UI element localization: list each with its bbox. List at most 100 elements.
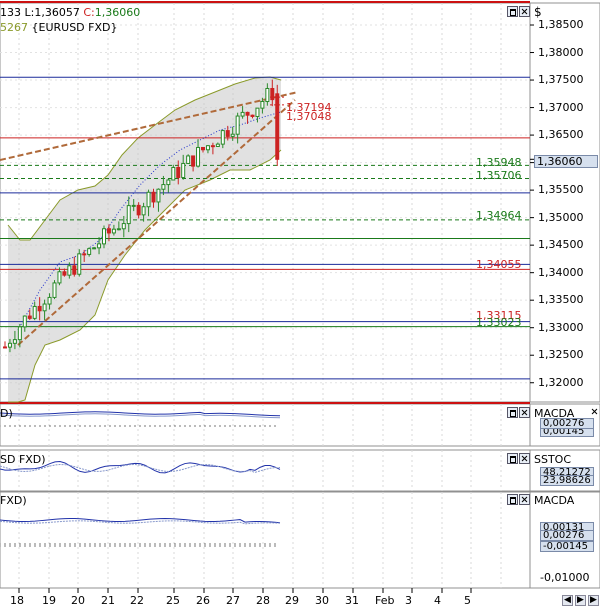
time-axis-label: 27 (226, 594, 240, 607)
maximize-icon[interactable] (507, 6, 518, 17)
time-axis-label: 31 (345, 594, 359, 607)
price-level-label: 1,37194 (286, 101, 332, 114)
candle-body (57, 271, 62, 284)
time-axis-label: 29 (285, 594, 299, 607)
candle-body (166, 179, 171, 186)
candle-body (97, 243, 102, 249)
candle-body (3, 346, 7, 349)
time-axis-label: 3 (405, 594, 412, 607)
scroll-left-icon[interactable]: ◀ (562, 595, 573, 606)
price-axis-tick-label: 1,33500 (538, 293, 584, 307)
candle-body (121, 223, 126, 230)
price-axis-tick-label: 1,32000 (538, 375, 584, 389)
close-icon[interactable] (519, 453, 530, 464)
panel4-indicator: MACDA (534, 494, 575, 507)
price-axis-tick-label: 1,32500 (538, 348, 584, 362)
close-icon[interactable] (590, 407, 599, 416)
price-level-label: 1,37048 (286, 110, 332, 123)
panel3-value-bottom: 23,98626 (540, 475, 594, 486)
maximize-icon[interactable] (507, 494, 518, 505)
candle-body (191, 155, 196, 167)
candle-body (215, 143, 220, 147)
close-icon[interactable] (519, 407, 530, 418)
current-price-box: 1,36060 (534, 155, 598, 168)
time-axis-label: 22 (130, 594, 144, 607)
panel2-indicator: MACDA (534, 407, 575, 420)
candle-body (220, 130, 225, 145)
candle-body (240, 111, 245, 117)
candle-body (82, 253, 87, 256)
price-level-label: 1,34055 (476, 258, 522, 271)
price-axis-tick-label: 1,33000 (538, 320, 584, 334)
price-level-label: 1,35706 (476, 169, 522, 182)
lower-trendline (17, 99, 296, 346)
scroll-right-icon[interactable]: ▶ (575, 595, 586, 606)
bollinger-upper-line (7, 76, 282, 241)
panel4-macd-line (0, 517, 281, 524)
candle-body (92, 247, 97, 250)
price-level-label: 1,33023 (476, 316, 522, 329)
price-level-label: 1,35948 (476, 156, 522, 169)
candle-body (196, 146, 201, 167)
panel-4-frame (0, 491, 531, 589)
panel4-title: FXD) (0, 494, 27, 507)
candle-body (106, 228, 111, 234)
candle-body (151, 191, 156, 203)
candle-body (181, 162, 186, 178)
time-axis-label: 5 (464, 594, 471, 607)
time-axis-label: 21 (101, 594, 115, 607)
scroll-right-icon[interactable]: ▶ (588, 595, 599, 606)
price-level-label: 1,34964 (476, 209, 522, 222)
candle-body (156, 188, 161, 203)
candle-body (265, 87, 270, 103)
candle-body (235, 115, 240, 135)
candle-body (131, 204, 136, 207)
candle-body (136, 204, 141, 216)
candle-body (210, 145, 215, 148)
maximize-icon[interactable] (507, 407, 518, 418)
axis-currency-symbol: $ (534, 5, 542, 19)
candle-body (260, 101, 265, 109)
price-axis-tick-label: 1,37500 (538, 73, 584, 87)
candle-body (27, 315, 32, 319)
panel2-macd-line (0, 411, 281, 417)
candle-body (12, 339, 17, 344)
ohlc-prefix: 133 L: (0, 6, 35, 19)
candle-body (7, 342, 12, 348)
panel4-value-bottom: -0,00145 (540, 541, 594, 552)
candle-body (111, 228, 116, 234)
candle-body (87, 248, 92, 255)
ohlc-close-prefix: C: (83, 6, 95, 19)
panel4-axis-value: -0,01000 (540, 571, 590, 584)
candle-body (77, 253, 82, 275)
candle-body (176, 166, 181, 178)
panel-1-axis-frame (529, 2, 600, 403)
close-icon[interactable] (519, 6, 530, 17)
candle-body (116, 228, 121, 231)
panel3-title: SD FXD) (0, 453, 46, 466)
panel4-value-mid: 0,00276 (540, 530, 594, 541)
candle-body (67, 265, 72, 276)
price-axis-tick-label: 1,37000 (538, 100, 584, 114)
panel3-d-line (0, 464, 281, 473)
panel4-signal-line (0, 520, 281, 525)
maximize-icon[interactable] (507, 453, 518, 464)
close-icon[interactable] (519, 494, 530, 505)
candle-body (201, 146, 205, 151)
candle-body (225, 130, 230, 137)
candle-body (161, 184, 166, 190)
candle-body (42, 303, 47, 312)
panel3-indicator: SSTOC (534, 453, 572, 466)
price-axis-tick-label: 1,38000 (538, 45, 584, 59)
candle-body (171, 166, 176, 181)
candle-body (205, 145, 210, 151)
candle-body (141, 206, 146, 216)
price-level-label: 1,33115 (476, 309, 522, 322)
price-axis-tick-label: 1,38500 (538, 18, 584, 31)
candle-body (245, 111, 250, 116)
price-axis-tick-label: 1,35000 (538, 210, 584, 224)
bollinger-lower-line (8, 149, 282, 403)
band-value: 5267 (0, 21, 28, 34)
time-axis-label: 18 (10, 594, 24, 607)
